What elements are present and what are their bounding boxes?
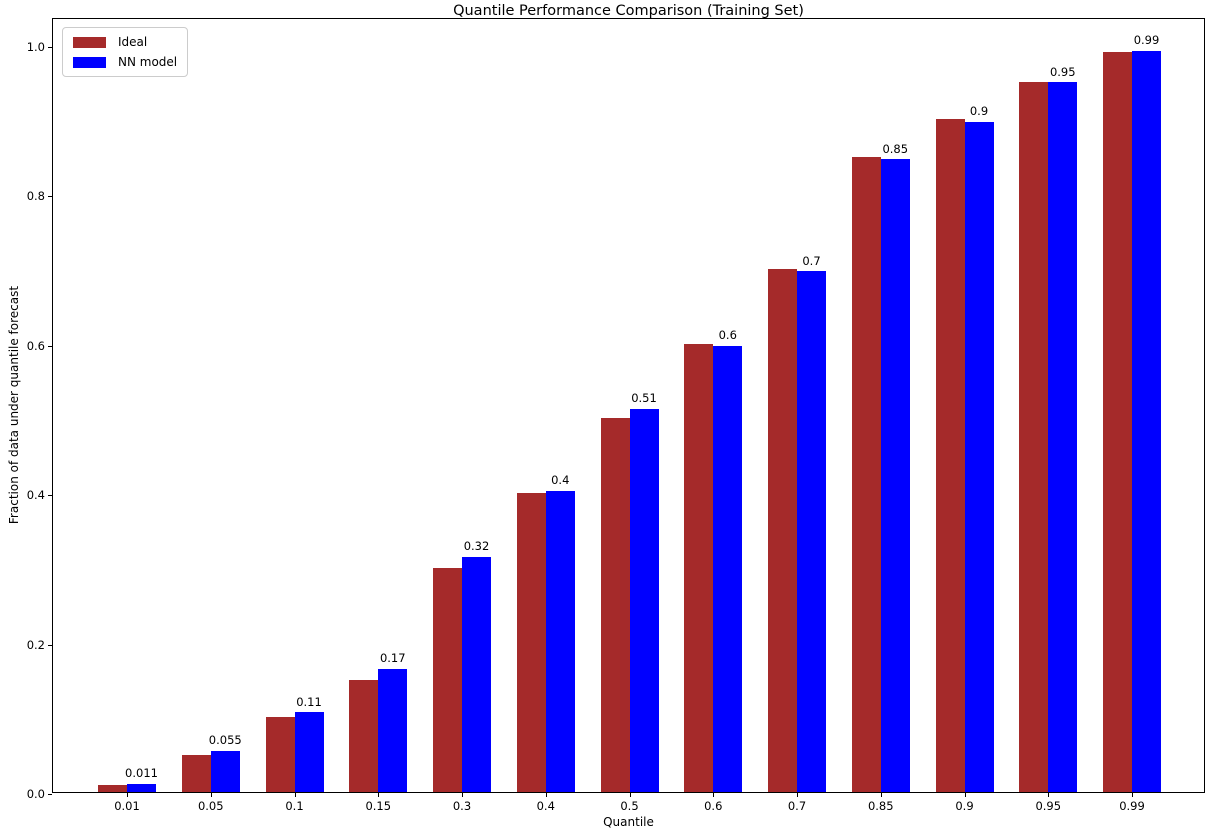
bar-ideal: [181, 754, 211, 792]
bar-value-label: 0.011: [125, 766, 158, 781]
y-tick-mark: [48, 46, 52, 48]
y-axis-label: Fraction of data under quantile forecast: [7, 285, 21, 525]
bar-value-label: 0.17: [379, 651, 406, 666]
legend: Ideal NN model: [62, 27, 189, 77]
x-tick-mark: [1132, 793, 1133, 797]
x-tick-mark: [210, 793, 212, 797]
x-tick-label: 0.85: [867, 799, 894, 813]
x-tick-label: 0.01: [114, 799, 140, 813]
y-tick-mark: [48, 345, 52, 347]
plot-area: Ideal NN model 0.011 0.01 0.055 0.05 0.11 0.1…: [27, 18, 1205, 813]
y-tick-label: 1.0: [26, 39, 45, 54]
bar-nn-model: [1132, 50, 1161, 792]
bar-nn-model: [713, 345, 743, 792]
x-tick-mark: [127, 793, 128, 797]
bar-nn-model: [462, 556, 491, 792]
bar-nn-model: [294, 712, 324, 792]
bar-value-label: 0.6: [718, 328, 737, 343]
bar-ideal: [1103, 52, 1132, 792]
bar-ideal: [684, 343, 714, 792]
y-tick-label: 0.4: [26, 488, 45, 503]
bar-ideal: [433, 567, 462, 792]
y-tick-label: 0.2: [26, 637, 45, 652]
y-tick-mark: [48, 644, 52, 646]
bar-nn-model: [545, 490, 575, 792]
bar-value-label: 0.99: [1133, 33, 1160, 48]
x-tick-label: 0.9: [955, 799, 974, 813]
x-tick-mark: [545, 793, 547, 797]
y-tick-mark: [48, 794, 52, 795]
legend-item-nn-model: NN model: [73, 55, 177, 69]
bar-value-label: 0.51: [631, 391, 657, 406]
x-tick-label: 0.95: [1035, 799, 1062, 813]
x-tick-label: 0.99: [1119, 799, 1145, 813]
x-tick-label: 0.3: [452, 799, 472, 813]
x-tick-mark: [378, 793, 380, 797]
x-tick-mark: [294, 793, 296, 797]
x-tick-label: 0.4: [536, 799, 555, 813]
legend-swatch-ideal: [73, 36, 106, 48]
bar-ideal: [1019, 82, 1049, 792]
x-tick-mark: [797, 793, 798, 797]
bar-nn-model: [127, 783, 156, 792]
x-tick-mark: [462, 793, 463, 797]
bar-nn-model: [880, 159, 910, 792]
bar-ideal: [935, 119, 965, 792]
y-tick-label: 0.6: [26, 338, 45, 353]
y-tick-label: 0.8: [26, 189, 45, 204]
bar-value-label: 0.95: [1049, 64, 1076, 79]
bar-nn-model: [629, 408, 659, 792]
bar-ideal: [98, 784, 127, 792]
legend-swatch-nn-model: [73, 56, 106, 68]
bar-ideal: [265, 717, 295, 792]
bar-value-label: 0.85: [882, 141, 909, 156]
bar-value-label: 0.11: [296, 694, 322, 709]
bar-ideal: [516, 493, 546, 792]
bar-value-label: 0.055: [208, 733, 242, 748]
bar-ideal: [851, 156, 881, 792]
y-tick-label: 0.0: [26, 787, 45, 801]
y-tick-mark: [48, 196, 52, 198]
bar-value-label: 0.4: [551, 473, 570, 488]
x-tick-label: 0.6: [704, 799, 723, 813]
legend-label-ideal: Ideal: [118, 35, 148, 49]
x-tick-mark: [1048, 793, 1050, 797]
legend-label-nn-model: NN model: [118, 55, 178, 69]
chart-title: Quantile Performance Comparison (Trainin…: [453, 3, 804, 19]
x-axis-label: Quantile: [603, 815, 654, 829]
bar-value-label: 0.32: [463, 539, 490, 554]
x-tick-label: 0.05: [197, 799, 224, 813]
bar-nn-model: [210, 750, 240, 792]
bar-nn-model: [378, 668, 408, 792]
bar-nn-model: [1048, 82, 1078, 792]
bar-value-label: 0.7: [802, 253, 821, 268]
bar-ideal: [600, 418, 630, 792]
x-tick-label: 0.1: [285, 799, 304, 813]
bar-ideal: [349, 679, 379, 792]
legend-item-ideal: Ideal: [73, 35, 177, 49]
x-tick-mark: [629, 793, 631, 797]
x-tick-label: 0.15: [365, 799, 392, 813]
x-tick-mark: [964, 793, 966, 797]
bar-nn-model: [964, 121, 994, 792]
bar-ideal: [768, 268, 797, 792]
bar-value-label: 0.9: [969, 104, 989, 119]
x-tick-mark: [713, 793, 715, 797]
bar-nn-model: [797, 271, 826, 792]
x-tick-label: 0.5: [620, 799, 639, 813]
x-tick-label: 0.7: [787, 799, 807, 813]
x-tick-mark: [880, 793, 882, 797]
y-tick-mark: [48, 495, 52, 497]
